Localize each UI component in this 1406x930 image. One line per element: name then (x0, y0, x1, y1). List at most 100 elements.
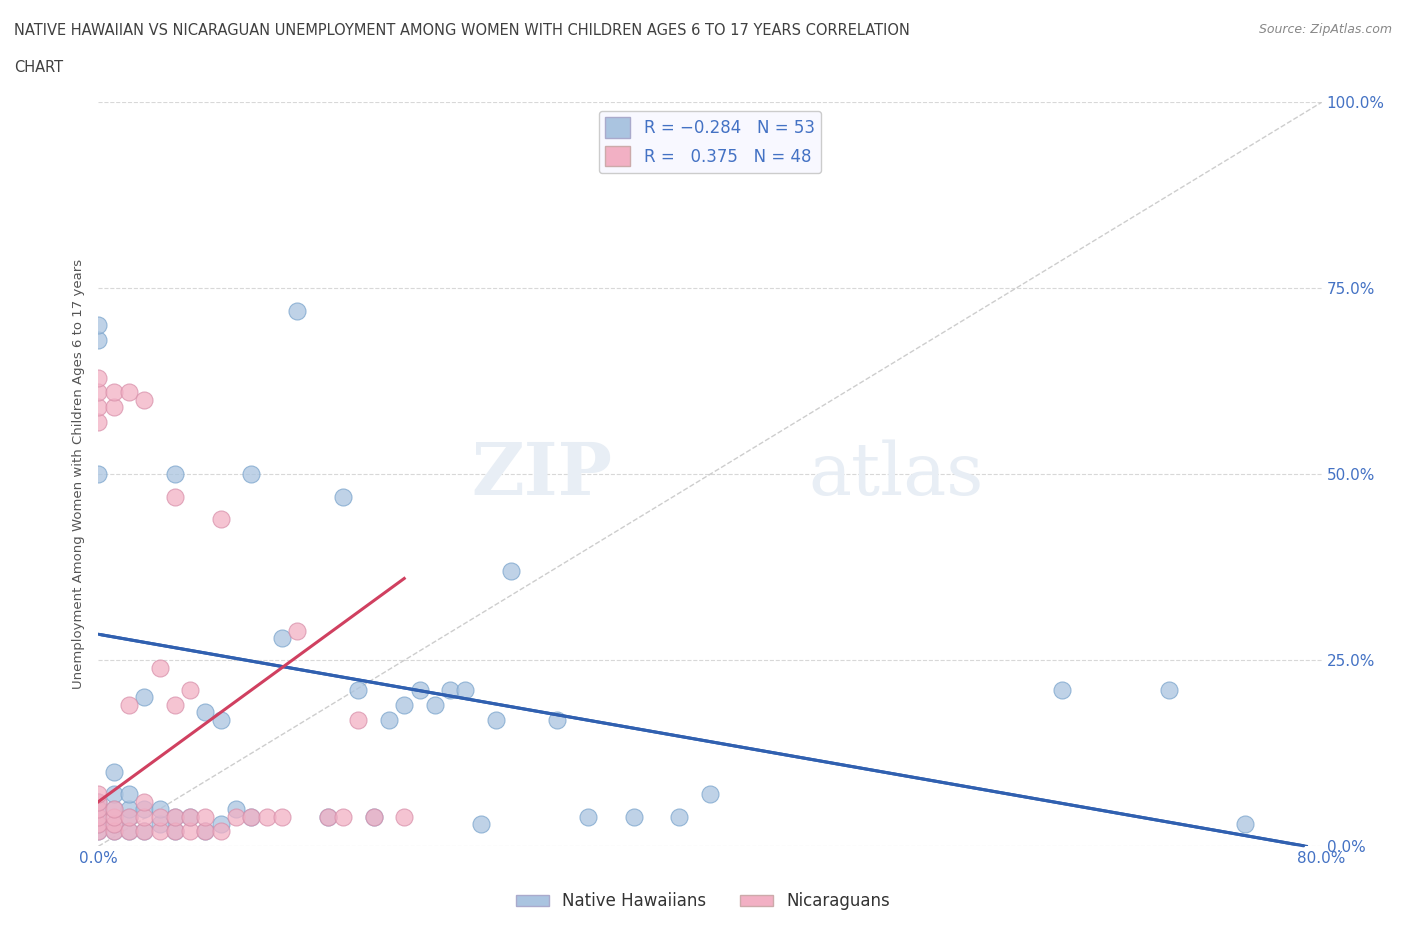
Point (103, 764, 125, 779)
Point (209, 824, 232, 839)
Point (134, 824, 156, 839)
Point (103, 824, 125, 839)
Point (1234, 817, 1257, 831)
Point (699, 787, 721, 802)
Point (179, 683, 201, 698)
Point (439, 683, 461, 698)
Point (392, 698, 416, 712)
Point (163, 824, 186, 839)
Point (103, 400, 125, 415)
Point (623, 809, 645, 824)
Point (149, 802, 172, 817)
Point (103, 817, 125, 831)
Point (256, 809, 278, 824)
Point (240, 809, 263, 824)
Point (209, 817, 232, 831)
Point (378, 712, 401, 727)
Point (149, 660, 172, 675)
Point (103, 385, 125, 400)
Point (118, 824, 141, 839)
Point (103, 809, 125, 824)
Point (134, 794, 156, 809)
Point (87, 809, 110, 824)
Point (347, 683, 370, 698)
Point (87, 824, 110, 839)
Point (134, 809, 156, 824)
Point (149, 809, 172, 824)
Point (149, 824, 172, 839)
Y-axis label: Unemployment Among Women with Children Ages 6 to 17 years: Unemployment Among Women with Children A… (72, 259, 86, 689)
Point (225, 802, 247, 817)
Point (118, 385, 141, 400)
Point (423, 698, 446, 712)
Point (316, 809, 339, 824)
Point (163, 467, 186, 482)
Point (347, 712, 370, 727)
Point (194, 824, 217, 839)
Point (118, 698, 141, 712)
Point (87, 787, 110, 802)
Point (225, 809, 247, 824)
Point (87, 400, 110, 415)
Point (163, 809, 186, 824)
Point (87, 817, 110, 831)
Point (118, 787, 141, 802)
Point (87, 333, 110, 348)
Point (87, 794, 110, 809)
Point (194, 809, 217, 824)
Point (103, 802, 125, 817)
Point (408, 683, 430, 698)
Point (103, 824, 125, 839)
Legend: R = −0.284   N = 53, R =   0.375   N = 48: R = −0.284 N = 53, R = 0.375 N = 48 (599, 111, 821, 173)
Point (87, 794, 110, 809)
Point (194, 824, 217, 839)
Point (316, 809, 339, 824)
Text: Source: ZipAtlas.com: Source: ZipAtlas.com (1258, 23, 1392, 36)
Point (163, 698, 186, 712)
Point (87, 809, 110, 824)
Point (363, 809, 385, 824)
Point (118, 824, 141, 839)
Point (134, 392, 156, 407)
Point (179, 809, 201, 824)
Point (87, 802, 110, 817)
Point (87, 370, 110, 385)
Point (501, 564, 523, 578)
Point (209, 512, 232, 526)
Point (179, 824, 201, 839)
Text: CHART: CHART (14, 60, 63, 75)
Point (470, 817, 492, 831)
Point (240, 467, 263, 482)
Point (87, 415, 110, 430)
Point (87, 817, 110, 831)
Point (392, 809, 416, 824)
Point (134, 690, 156, 705)
Point (179, 809, 201, 824)
Point (118, 802, 141, 817)
Point (163, 824, 186, 839)
Point (363, 809, 385, 824)
Point (87, 385, 110, 400)
Point (668, 809, 690, 824)
Legend: Native Hawaiians, Nicaraguans: Native Hawaiians, Nicaraguans (509, 885, 897, 917)
Point (103, 787, 125, 802)
Point (134, 824, 156, 839)
Point (87, 802, 110, 817)
Point (285, 623, 308, 638)
Point (209, 712, 232, 727)
Point (87, 824, 110, 839)
Point (240, 809, 263, 824)
Point (454, 683, 477, 698)
Point (103, 802, 125, 817)
Point (332, 809, 354, 824)
Point (270, 809, 292, 824)
Point (149, 817, 172, 831)
Point (134, 802, 156, 817)
Point (103, 817, 125, 831)
Point (332, 489, 354, 504)
Point (87, 318, 110, 333)
Point (87, 467, 110, 482)
Point (163, 489, 186, 504)
Point (163, 809, 186, 824)
Point (1157, 683, 1180, 698)
